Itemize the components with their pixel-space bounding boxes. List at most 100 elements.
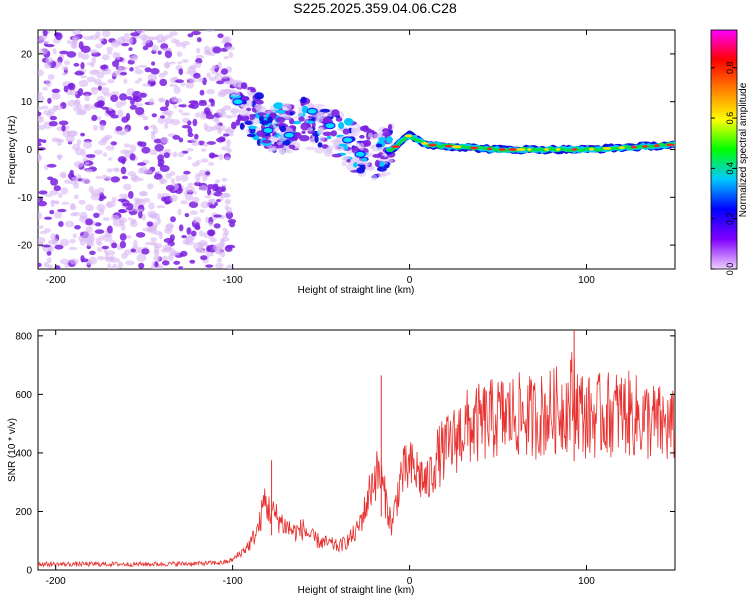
noise-blob xyxy=(130,32,140,37)
noise-blob xyxy=(86,76,96,83)
noise-blob xyxy=(117,65,122,74)
echo-blob xyxy=(274,123,284,127)
noise-blob xyxy=(199,185,208,192)
noise-blob xyxy=(183,170,191,175)
noise-blob xyxy=(182,43,187,49)
noise-blob xyxy=(69,89,78,96)
echo-peak-spot xyxy=(306,107,318,115)
noise-blob xyxy=(195,247,201,252)
noise-blob xyxy=(119,72,128,76)
noise-blob xyxy=(70,212,77,217)
noise-blob xyxy=(188,104,195,109)
noise-blob xyxy=(158,72,166,78)
noise-blob xyxy=(177,208,182,216)
echo-blob xyxy=(378,137,387,141)
noise-blob xyxy=(112,263,118,269)
noise-blob xyxy=(209,204,216,209)
echo-blob xyxy=(305,146,316,151)
echo-blob xyxy=(250,88,257,93)
noise-blob xyxy=(72,233,78,239)
noise-blob xyxy=(61,72,68,76)
noise-blob xyxy=(189,65,195,70)
noise-blob xyxy=(120,149,130,154)
echo-blob xyxy=(299,135,310,142)
noise-blob xyxy=(50,178,59,186)
snr-frame xyxy=(37,329,676,571)
noise-blob xyxy=(98,38,104,42)
noise-blob xyxy=(51,92,61,100)
noise-blob xyxy=(195,47,201,54)
noise-blob xyxy=(142,227,152,232)
noise-blob xyxy=(180,112,191,116)
noise-blob xyxy=(59,50,69,55)
noise-blob xyxy=(209,237,217,243)
noise-blob xyxy=(152,126,158,134)
noise-blob xyxy=(96,116,102,121)
echo-peak-spot xyxy=(354,150,366,158)
noise-blob xyxy=(117,198,127,202)
noise-blob xyxy=(198,101,208,106)
echo-blob xyxy=(268,147,280,151)
steady-line-peak xyxy=(555,148,561,151)
noise-blob xyxy=(126,37,134,42)
noise-blob xyxy=(103,234,113,242)
noise-blob xyxy=(76,139,82,146)
noise-blob xyxy=(47,74,55,80)
noise-blob xyxy=(123,249,132,256)
noise-blob xyxy=(47,264,53,269)
noise-blob xyxy=(203,50,212,56)
noise-blob xyxy=(219,75,229,79)
steady-line-peak xyxy=(487,147,493,151)
noise-blob xyxy=(44,193,53,198)
snr-y-tick-label: 0 xyxy=(26,566,32,577)
noise-blob xyxy=(69,169,74,176)
echo-blob xyxy=(241,96,250,102)
noise-blob xyxy=(205,171,211,176)
noise-blob xyxy=(163,152,170,159)
noise-blob xyxy=(112,51,118,59)
noise-blob xyxy=(169,31,178,36)
noise-blob xyxy=(38,116,44,123)
noise-blob xyxy=(98,197,104,202)
noise-blob xyxy=(43,261,49,268)
snr-y-tick-label: 200 xyxy=(15,507,32,518)
steady-line-peak xyxy=(527,148,532,151)
noise-blob xyxy=(117,109,124,118)
noise-blob xyxy=(93,212,100,218)
echo-blob xyxy=(237,81,242,90)
echo-blob xyxy=(292,120,302,125)
noise-blob xyxy=(172,151,178,158)
noise-blob xyxy=(222,105,232,111)
noise-blob xyxy=(205,114,215,120)
noise-blob xyxy=(96,71,105,79)
noise-blob xyxy=(173,104,178,109)
noise-blob xyxy=(173,85,181,94)
echo-blob xyxy=(251,118,260,125)
echo-blob xyxy=(260,120,269,125)
noise-blob xyxy=(181,125,191,129)
noise-blob xyxy=(101,245,110,250)
noise-blob xyxy=(80,75,87,79)
echo-blob xyxy=(280,147,286,155)
echo-blob xyxy=(335,137,341,142)
noise-blob xyxy=(80,255,85,263)
noise-blob xyxy=(197,77,204,82)
noise-blob xyxy=(98,140,107,146)
noise-blob xyxy=(101,106,109,110)
noise-blob xyxy=(60,238,70,247)
noise-blob xyxy=(110,176,121,183)
echo-blob xyxy=(258,115,264,122)
noise-blob xyxy=(44,216,52,220)
noise-blob xyxy=(110,114,119,119)
snr-y-tick-label: 800 xyxy=(15,331,32,342)
noise-blob xyxy=(148,202,155,210)
noise-blob xyxy=(64,179,73,184)
noise-blob xyxy=(191,230,197,237)
noise-blob xyxy=(82,91,92,97)
noise-blob xyxy=(45,79,52,87)
noise-blob xyxy=(59,171,67,178)
noise-blob xyxy=(156,40,166,44)
colorbar-tick-label: 0.2 xyxy=(725,212,735,225)
noise-blob xyxy=(51,238,59,246)
